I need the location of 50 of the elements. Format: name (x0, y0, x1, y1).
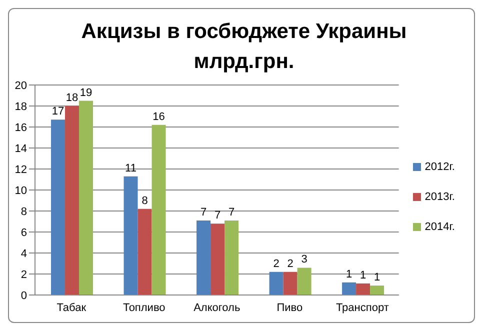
bar (51, 120, 66, 295)
data-label: 1 (346, 268, 352, 280)
bar (356, 283, 370, 295)
bar (196, 220, 211, 295)
bar (283, 272, 298, 295)
x-tick-label: Алкоголь (194, 302, 240, 314)
bar (152, 124, 166, 295)
data-label: 11 (125, 162, 136, 174)
x-tick-label: Топливо (122, 302, 166, 314)
data-label: 1 (360, 269, 366, 282)
data-label: 19 (80, 86, 92, 99)
data-label: 3 (301, 254, 308, 266)
y-tick-label: 10 (14, 184, 27, 197)
legend-label: 2012г. (424, 161, 455, 173)
bar (269, 272, 284, 295)
data-label: 2 (287, 258, 294, 270)
chart-title: Акцизы в госбюджете Украины млрд.грн. (80, 19, 408, 75)
data-label: 7 (228, 206, 235, 218)
y-tick-label: 6 (20, 226, 27, 239)
bar (138, 208, 152, 295)
y-tick-label: 0 (20, 290, 27, 302)
bar (297, 268, 312, 295)
y-tick-label: 4 (20, 248, 27, 260)
y-tick-label: 12 (14, 164, 27, 176)
data-label: 18 (66, 92, 78, 104)
x-tick-label: Табак (56, 302, 86, 314)
data-label: 1 (374, 272, 380, 284)
y-tick-label: 14 (14, 142, 27, 155)
bar (65, 106, 80, 295)
data-label: 8 (142, 194, 148, 207)
x-tick-label: Пиво (276, 302, 303, 314)
data-label: 2 (273, 258, 280, 270)
y-tick-label: 8 (20, 206, 27, 218)
y-tick-label: 2 (20, 268, 27, 281)
bar (342, 282, 356, 295)
data-label: 7 (214, 210, 221, 222)
y-tick-label: 16 (14, 122, 27, 134)
bar (370, 286, 384, 295)
legend-label: 2013г. (424, 191, 455, 203)
data-label: 16 (152, 110, 165, 123)
x-tick-label: Транспорт (336, 302, 389, 314)
data-label: 7 (200, 206, 207, 218)
bar (124, 176, 138, 295)
y-tick-label: 20 (14, 80, 27, 92)
data-label: 17 (52, 106, 64, 118)
bar (224, 220, 239, 295)
bar (79, 100, 94, 295)
bar (210, 224, 225, 295)
y-tick-label: 18 (14, 100, 27, 113)
legend-label: 2014г. (424, 221, 455, 233)
